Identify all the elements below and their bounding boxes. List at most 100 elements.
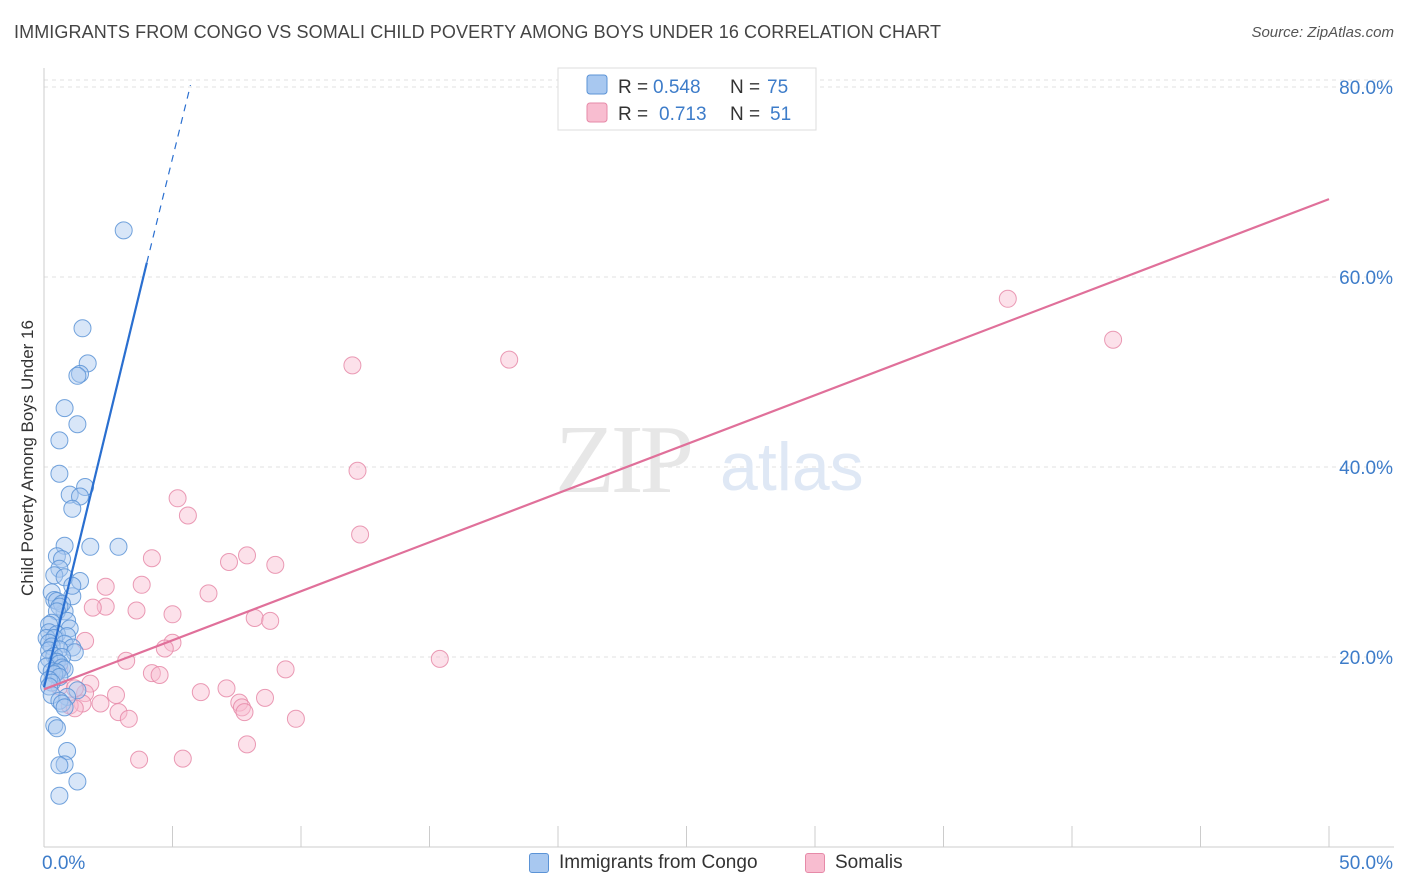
trend-lines [42, 84, 1330, 691]
somali-point [199, 584, 218, 603]
congo-point [50, 756, 69, 775]
y-tick-label-40: 40.0% [1339, 458, 1393, 479]
watermark-zip: ZIP [555, 406, 690, 514]
somali-point [96, 597, 115, 616]
x-ticks [43, 826, 1330, 847]
stats-legend-r-value-somali: 0.713 [659, 104, 707, 125]
somali-point [191, 683, 210, 702]
somali-point [276, 660, 295, 679]
somali-point [232, 698, 251, 717]
somali-point [109, 703, 128, 722]
somali-point [217, 679, 236, 698]
somali-point [998, 289, 1017, 308]
gridlines [44, 79, 1394, 658]
congo-point [47, 719, 66, 738]
somali-point [286, 709, 305, 728]
somali-point [127, 601, 146, 620]
stats-legend-swatch-congo [586, 74, 608, 95]
stats-legend-n-value-congo: 75 [767, 77, 788, 98]
somali-point [132, 575, 151, 594]
somali-point [107, 686, 125, 704]
congo-points [37, 221, 133, 805]
congo-point [71, 364, 89, 383]
congo-point [45, 716, 64, 735]
stats-legend-r-label-somali: R = [618, 104, 648, 125]
congo-point [55, 399, 74, 418]
somali-point [430, 649, 449, 668]
congo-point [50, 431, 69, 450]
somali-point [256, 688, 274, 707]
somali-point [142, 664, 161, 683]
stats-legend-n-label-somali: N = [730, 104, 760, 125]
source-credit: Source: ZipAtlas.com [1251, 24, 1394, 41]
somali-point [348, 461, 367, 480]
axes [43, 68, 1394, 848]
somali-point [130, 750, 149, 769]
y-tick-label-80: 80.0% [1339, 78, 1393, 99]
somali-point [163, 605, 182, 624]
bottom-legend: Immigrants from Congo Somalis [0, 852, 1406, 878]
somali-point [168, 489, 187, 508]
x-tick-label-max: 50.0% [1339, 853, 1393, 874]
trend-line-congo [42, 262, 148, 688]
somali-point [230, 693, 249, 712]
legend-item-somali[interactable]: Somalis [805, 852, 903, 874]
somali-point [142, 549, 161, 568]
congo-point [40, 615, 59, 634]
congo-point [68, 681, 87, 700]
somali-point [261, 611, 280, 630]
somali-point [238, 735, 256, 754]
trend-line-somali [43, 198, 1330, 691]
somali-points [50, 289, 1123, 769]
somali-point [173, 749, 192, 768]
stats-legend-n-label-congo: N = [730, 77, 760, 98]
legend-swatch-somali [805, 853, 825, 873]
legend-swatch-congo [529, 853, 549, 873]
chart-title: IMMIGRANTS FROM CONGO VS SOMALI CHILD PO… [14, 22, 942, 42]
stats-legend-r-value-congo: 0.548 [653, 77, 701, 98]
congo-point [81, 537, 100, 556]
somali-point [500, 350, 519, 369]
congo-point [55, 755, 74, 774]
stats-legend-n-value-somali: 51 [770, 104, 791, 125]
watermark-atlas: atlas [720, 429, 864, 505]
stats-legend-r-label-congo: R = [618, 77, 648, 98]
somali-point [1104, 330, 1123, 349]
congo-point [73, 319, 92, 338]
legend-label-congo: Immigrants from Congo [559, 852, 758, 873]
congo-point [78, 354, 97, 373]
congo-point [109, 537, 128, 556]
legend-label-somali: Somalis [835, 852, 903, 873]
congo-point [58, 742, 77, 760]
somali-point [83, 598, 102, 617]
congo-point [50, 786, 69, 805]
somali-point [178, 506, 197, 525]
congo-point [55, 698, 74, 717]
x-tick-label-min: 0.0% [42, 853, 85, 874]
somali-point [351, 525, 370, 544]
somali-point [119, 709, 138, 728]
trend-line-congo-extended [146, 84, 192, 263]
somali-point [343, 356, 362, 375]
congo-point [68, 415, 87, 434]
congo-point [68, 366, 87, 385]
somali-point [266, 555, 285, 574]
y-tick-labels: 20.0% 40.0% 60.0% 80.0% [1339, 78, 1393, 669]
y-tick-label-60: 60.0% [1339, 268, 1393, 289]
congo-point [50, 464, 69, 483]
congo-point [55, 536, 74, 555]
somali-point [235, 703, 254, 722]
somali-point [96, 577, 115, 596]
congo-point [68, 772, 87, 791]
watermark: ZIP atlas [555, 406, 864, 514]
somali-point [220, 553, 238, 571]
stats-legend: R = 0.548 N = 75 R = 0.713 N = 51 [557, 67, 817, 131]
legend-item-congo[interactable]: Immigrants from Congo [529, 852, 758, 874]
y-axis-label: Child Poverty Among Boys Under 16 [18, 320, 37, 596]
somali-point [91, 694, 110, 713]
stats-legend-swatch-somali [586, 102, 608, 123]
somali-point [238, 546, 256, 565]
x-tick-labels: 0.0% 50.0% [42, 853, 1393, 874]
congo-point [63, 499, 82, 518]
